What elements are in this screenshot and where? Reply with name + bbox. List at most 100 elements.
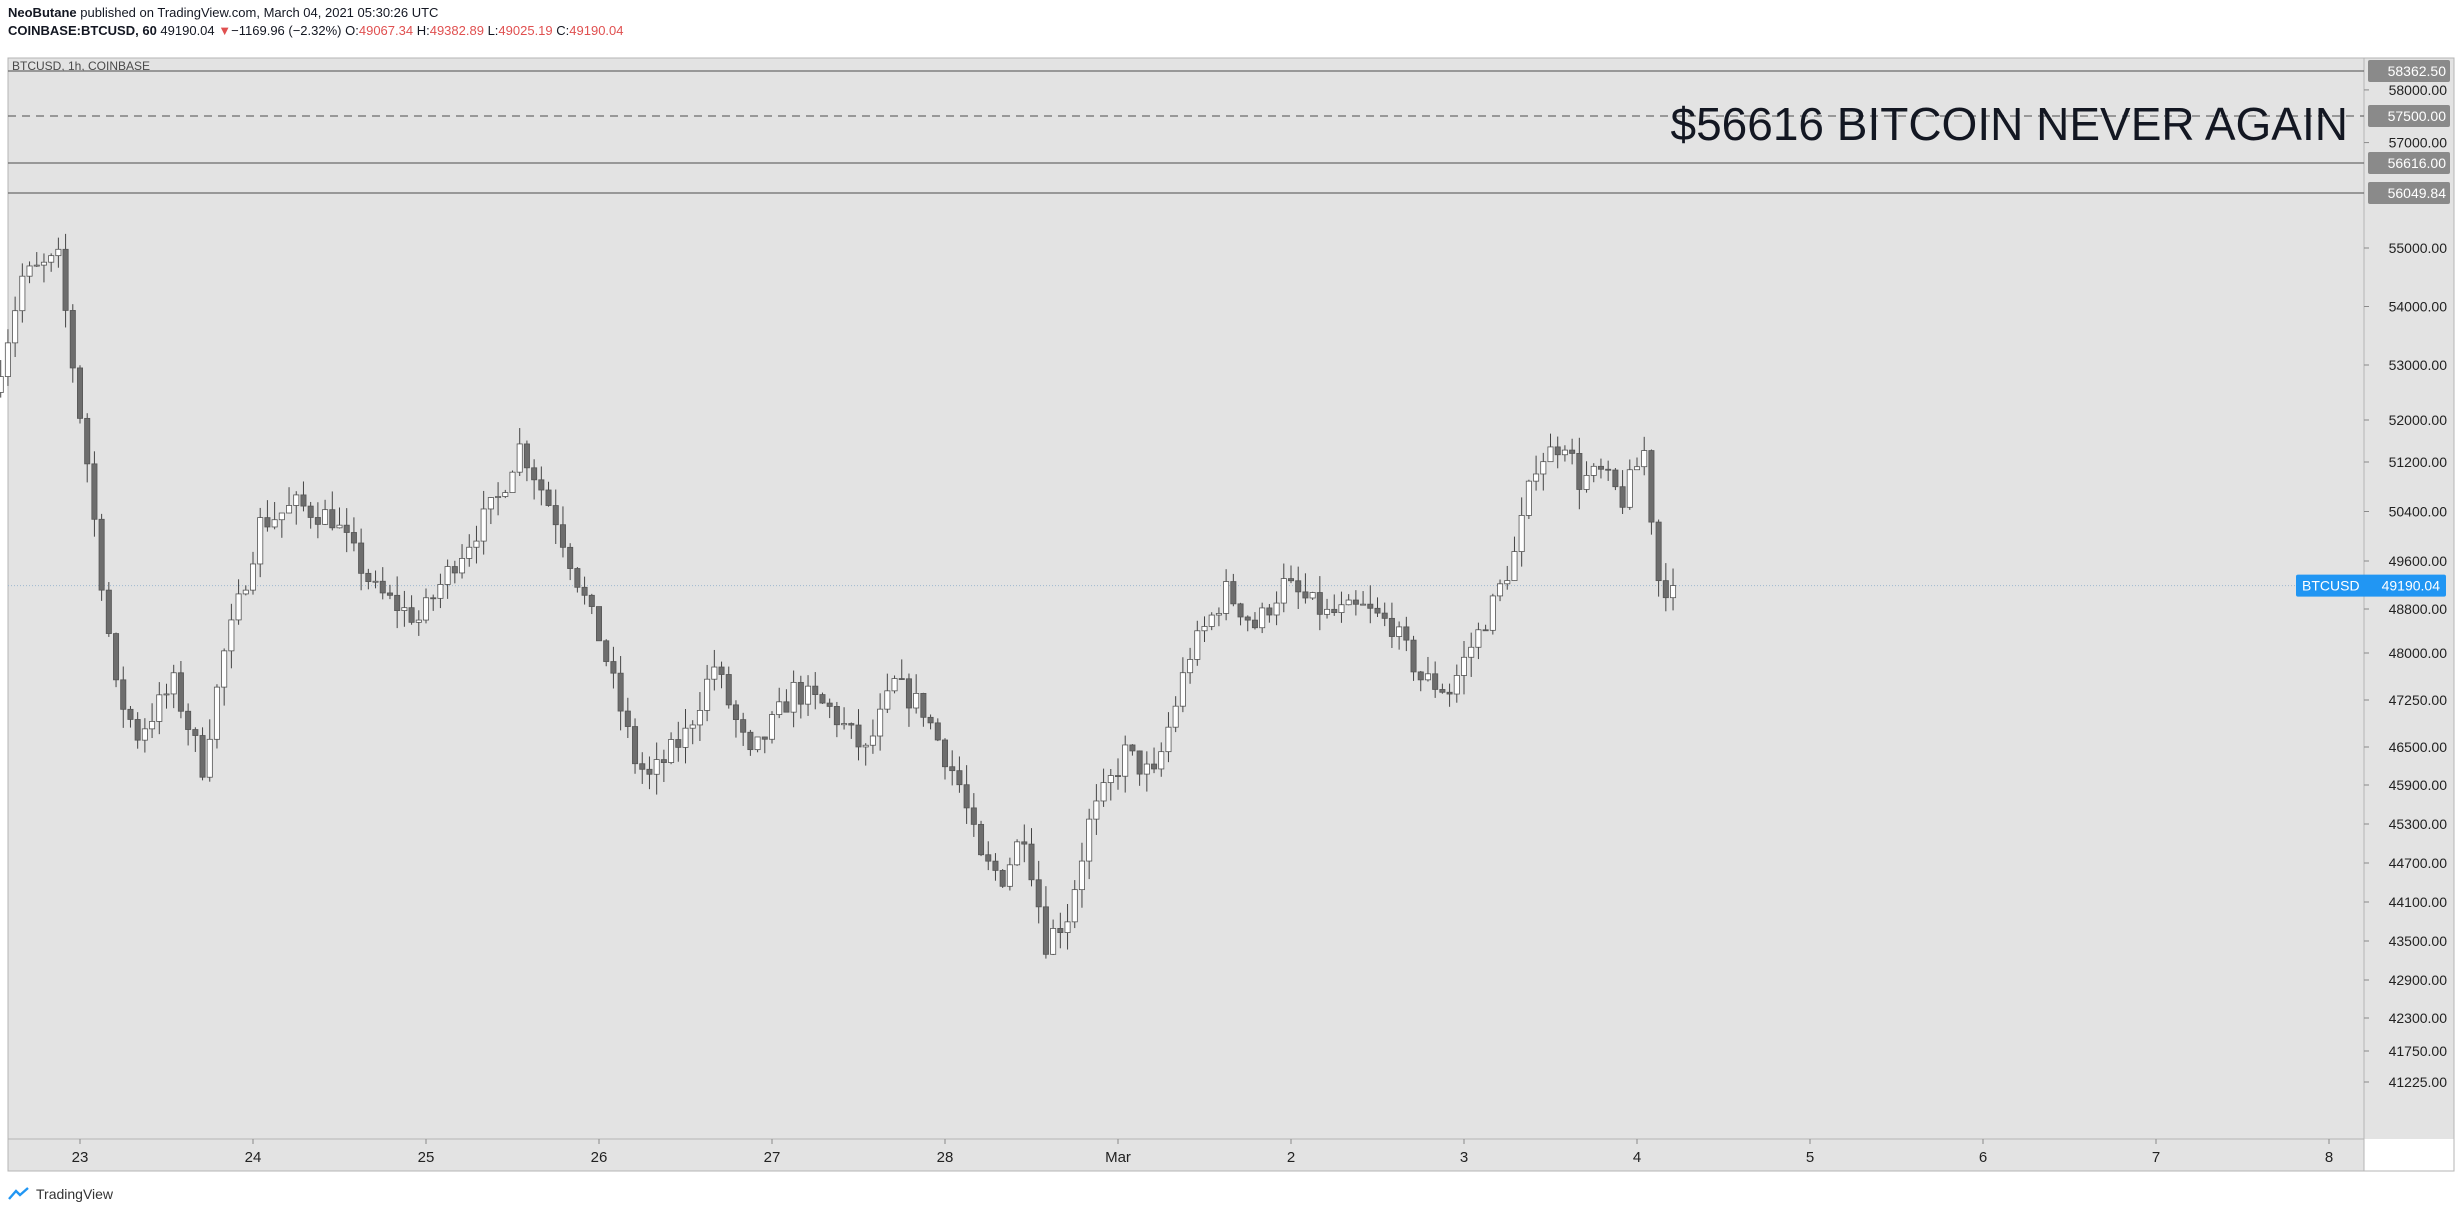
candle-body-down[interactable] — [343, 524, 350, 533]
candle-body-down[interactable] — [1605, 468, 1612, 471]
candle-body-up[interactable] — [466, 546, 473, 559]
candle-body-down[interactable] — [1151, 763, 1158, 770]
candle-body-up[interactable] — [1006, 864, 1013, 887]
candle-body-down[interactable] — [603, 640, 610, 662]
candle-body-down[interactable] — [632, 726, 639, 765]
candle-body-down[interactable] — [307, 505, 314, 518]
candle-body-up[interactable] — [1424, 673, 1431, 681]
price-scale-background[interactable] — [2364, 58, 2454, 1139]
candle-body-down[interactable] — [1597, 465, 1604, 470]
candle-body-up[interactable] — [509, 471, 516, 493]
candle-body-up[interactable] — [1504, 580, 1511, 585]
candle-body-down[interactable] — [1021, 841, 1028, 845]
candle-body-up[interactable] — [1071, 889, 1078, 923]
candle-body-up[interactable] — [877, 708, 884, 737]
candle-body-down[interactable] — [127, 708, 134, 720]
candle-body-up[interactable] — [1324, 608, 1331, 615]
candle-body-down[interactable] — [77, 367, 84, 419]
candle-body-down[interactable] — [1251, 619, 1258, 629]
candle-body-up[interactable] — [1511, 551, 1518, 581]
candle-body-down[interactable] — [675, 739, 682, 748]
candle-body-down[interactable] — [365, 572, 372, 582]
candle-body-down[interactable] — [1374, 607, 1381, 614]
candle-body-down[interactable] — [581, 586, 588, 596]
candle-body-up[interactable] — [769, 714, 776, 740]
candle-body-up[interactable] — [913, 693, 920, 709]
candle-body-up[interactable] — [1634, 466, 1641, 471]
candle-body-up[interactable] — [55, 248, 62, 257]
candle-body-down[interactable] — [1028, 843, 1035, 881]
candle-body-up[interactable] — [1518, 515, 1525, 552]
candle-body-up[interactable] — [26, 265, 33, 277]
candle-body-up[interactable] — [1259, 607, 1266, 629]
candle-body-up[interactable] — [422, 597, 429, 621]
candle-body-up[interactable] — [1345, 599, 1352, 606]
candle-body-up[interactable] — [805, 685, 812, 705]
candle-body-down[interactable] — [747, 731, 754, 751]
candle-body-up[interactable] — [322, 509, 329, 525]
candle-body-up[interactable] — [1194, 630, 1201, 660]
candle-body-down[interactable] — [826, 702, 833, 707]
candle-body-up[interactable] — [459, 558, 466, 574]
candle-body-down[interactable] — [1367, 603, 1374, 609]
candle-body-up[interactable] — [1086, 818, 1093, 862]
candle-body-down[interactable] — [567, 546, 574, 569]
candle-body-down[interactable] — [329, 509, 336, 529]
candle-body-up[interactable] — [1201, 626, 1208, 632]
candle-body-down[interactable] — [639, 763, 646, 770]
candle-body-down[interactable] — [1662, 580, 1669, 599]
candle-body-down[interactable] — [1439, 689, 1446, 693]
candle-body-up[interactable] — [1280, 578, 1287, 604]
candle-body-up[interactable] — [1461, 656, 1468, 676]
time-scale-background[interactable] — [8, 1139, 2364, 1171]
candle-body-up[interactable] — [689, 724, 696, 729]
candle-body-up[interactable] — [711, 666, 718, 680]
candle-body-up[interactable] — [271, 519, 278, 528]
candle-body-down[interactable] — [1612, 469, 1619, 488]
candle-body-down[interactable] — [761, 736, 768, 740]
candle-body-down[interactable] — [898, 678, 905, 680]
candle-body-up[interactable] — [1100, 782, 1107, 802]
candle-body-up[interactable] — [48, 255, 55, 263]
candle-body-down[interactable] — [105, 589, 112, 634]
candle-body-down[interactable] — [646, 768, 653, 775]
candle-body-up[interactable] — [502, 492, 509, 497]
candle-body-up[interactable] — [1172, 705, 1179, 728]
candle-body-down[interactable] — [386, 592, 393, 596]
candle-body-down[interactable] — [1576, 453, 1583, 490]
candle-body-down[interactable] — [264, 517, 271, 528]
candle-body-down[interactable] — [451, 566, 458, 574]
candle-body-down[interactable] — [1136, 750, 1143, 775]
footer-brand[interactable]: TradingView — [8, 1184, 113, 1204]
candle-body-up[interactable] — [437, 584, 444, 599]
candle-body-up[interactable] — [1187, 659, 1194, 674]
candle-body-up[interactable] — [1158, 751, 1165, 770]
chart-pane-background[interactable] — [8, 58, 2364, 1139]
candle-body-up[interactable] — [1453, 675, 1460, 695]
candle-body-down[interactable] — [783, 701, 790, 713]
candle-body-down[interactable] — [963, 784, 970, 809]
candle-body-up[interactable] — [696, 710, 703, 726]
candle-body-up[interactable] — [401, 607, 408, 611]
candle-body-up[interactable] — [278, 512, 285, 521]
candle-body-down[interactable] — [1446, 691, 1453, 695]
candle-body-down[interactable] — [113, 633, 120, 681]
candle-body-up[interactable] — [235, 593, 242, 621]
candle-body-up[interactable] — [884, 690, 891, 710]
candle-body-down[interactable] — [1381, 612, 1388, 619]
candle-body-up[interactable] — [19, 275, 26, 312]
candle-body-down[interactable] — [732, 704, 739, 720]
candle-body-up[interactable] — [293, 494, 300, 506]
candle-body-down[interactable] — [62, 248, 69, 311]
candle-body-up[interactable] — [480, 508, 487, 542]
candle-body-up[interactable] — [776, 701, 783, 715]
candle-body-up[interactable] — [1670, 585, 1677, 599]
candle-body-up[interactable] — [1165, 726, 1172, 753]
candle-body-down[interactable] — [1388, 617, 1395, 637]
candle-body-down[interactable] — [797, 681, 804, 705]
candle-body-down[interactable] — [91, 463, 98, 520]
candle-body-up[interactable] — [668, 739, 675, 763]
candle-body-up[interactable] — [1338, 604, 1345, 614]
candle-body-up[interactable] — [4, 342, 11, 377]
